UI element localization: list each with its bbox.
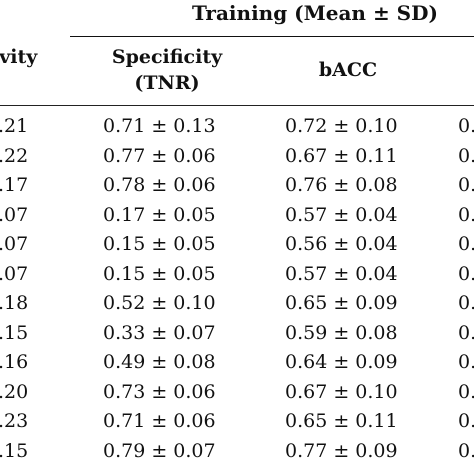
cell-next: 0. bbox=[458, 233, 474, 255]
cell-specificity: 0.52 ± 0.10 bbox=[103, 292, 216, 314]
cell-bacc: 0.76 ± 0.08 bbox=[285, 174, 398, 196]
cell-sensitivity: .15 bbox=[0, 321, 29, 344]
cell-next: 0. bbox=[458, 144, 474, 167]
cell-next: 0. bbox=[458, 203, 474, 226]
cell-bacc: 0.72 ± 0.10 bbox=[285, 115, 398, 137]
cell-bacc: 0.59 ± 0.08 bbox=[285, 321, 398, 344]
cell-bacc: 0.57 ± 0.04 bbox=[285, 262, 398, 285]
header-bacc: bACC bbox=[280, 57, 416, 83]
header-rule bbox=[0, 105, 474, 106]
cell-sensitivity: .20 bbox=[0, 380, 29, 403]
cell-bacc: 0.67 ± 0.10 bbox=[285, 380, 398, 403]
cell-specificity: 0.78 ± 0.06 bbox=[103, 174, 216, 196]
cell-sensitivity: .22 bbox=[0, 144, 29, 167]
cell-specificity: 0.77 ± 0.06 bbox=[103, 144, 216, 167]
cell-sensitivity: .07 bbox=[0, 262, 29, 285]
cell-next: 0. bbox=[458, 115, 474, 137]
header-sensitivity-line1: ivity bbox=[0, 46, 38, 68]
cell-sensitivity: .23 bbox=[0, 410, 29, 432]
cell-specificity: 0.71 ± 0.13 bbox=[103, 115, 216, 137]
cell-specificity: 0.79 ± 0.07 bbox=[103, 439, 216, 462]
cell-sensitivity: .07 bbox=[0, 233, 29, 255]
cell-sensitivity: .18 bbox=[0, 292, 29, 314]
cell-specificity: 0.33 ± 0.07 bbox=[103, 321, 216, 344]
cell-next: 0. bbox=[458, 351, 474, 373]
cell-next: 0. bbox=[458, 262, 474, 285]
cell-specificity: 0.49 ± 0.08 bbox=[103, 351, 216, 373]
cell-sensitivity: .17 bbox=[0, 174, 29, 196]
cell-next: 0. bbox=[458, 439, 474, 462]
cell-next: 0. bbox=[458, 292, 474, 314]
header-bacc-line1: bACC bbox=[318, 59, 378, 81]
header-sensitivity-line2: ) bbox=[0, 70, 42, 96]
header-specificity-line2: (TNR) bbox=[134, 72, 200, 94]
cell-next: 0. bbox=[458, 410, 474, 432]
cell-specificity: 0.71 ± 0.06 bbox=[103, 410, 216, 432]
cell-bacc: 0.56 ± 0.04 bbox=[285, 233, 398, 255]
cell-bacc: 0.65 ± 0.11 bbox=[285, 410, 398, 432]
cell-bacc: 0.77 ± 0.09 bbox=[285, 439, 398, 462]
cell-sensitivity: .07 bbox=[0, 203, 29, 226]
group-header-rule bbox=[70, 36, 474, 37]
cell-sensitivity: .16 bbox=[0, 351, 29, 373]
cell-next: 0. bbox=[458, 380, 474, 403]
group-header: Training (Mean ± SD) bbox=[192, 1, 438, 25]
header-sensitivity: ivity ) bbox=[0, 44, 42, 96]
cell-next: 0. bbox=[458, 174, 474, 196]
cell-specificity: 0.73 ± 0.06 bbox=[103, 380, 216, 403]
cell-sensitivity: .21 bbox=[0, 115, 29, 137]
cell-bacc: 0.67 ± 0.11 bbox=[285, 144, 398, 167]
cell-specificity: 0.15 ± 0.05 bbox=[103, 262, 216, 285]
cell-bacc: 0.65 ± 0.09 bbox=[285, 292, 398, 314]
cell-bacc: 0.57 ± 0.04 bbox=[285, 203, 398, 226]
cell-specificity: 0.17 ± 0.05 bbox=[103, 203, 216, 226]
header-specificity: Specificity (TNR) bbox=[96, 44, 238, 96]
cell-sensitivity: .15 bbox=[0, 439, 29, 462]
cell-next: 0. bbox=[458, 321, 474, 344]
cell-specificity: 0.15 ± 0.05 bbox=[103, 233, 216, 255]
cell-bacc: 0.64 ± 0.09 bbox=[285, 351, 398, 373]
header-specificity-line1: Specificity bbox=[111, 46, 223, 68]
